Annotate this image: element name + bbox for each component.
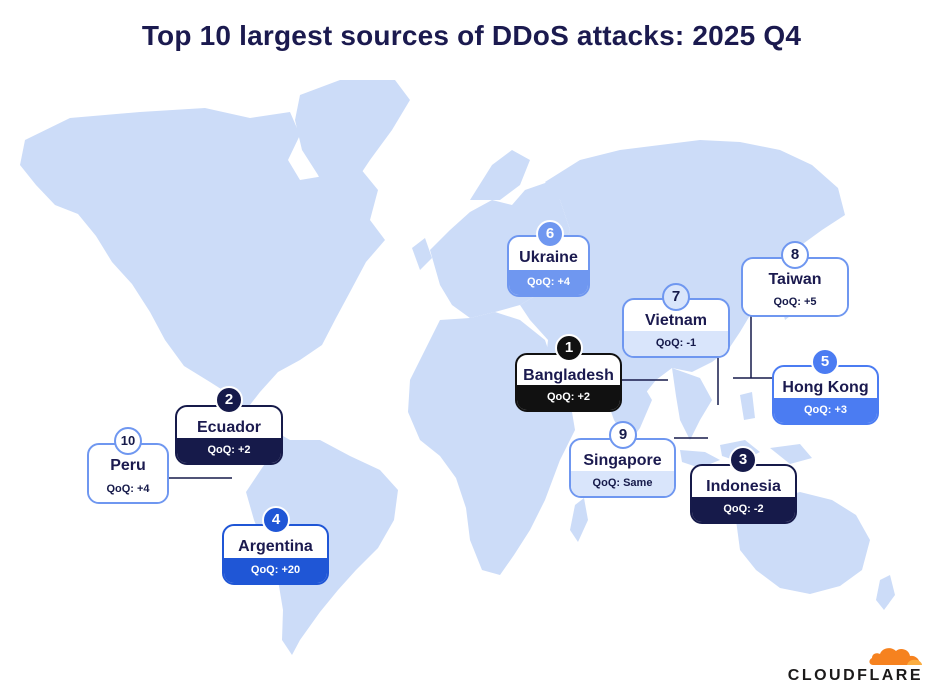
- rank-badge: 1: [555, 334, 583, 362]
- continents: [20, 80, 895, 655]
- qoq-value: QoQ: +20: [224, 558, 327, 583]
- rank-badge: 8: [781, 241, 809, 269]
- north-america: [20, 108, 385, 410]
- greenland: [295, 80, 410, 200]
- rank-badge: 4: [262, 506, 290, 534]
- arctic-islands: [170, 125, 290, 178]
- country-name: Vietnam: [645, 312, 707, 329]
- rank-badge: 7: [662, 283, 690, 311]
- cloud-icon: [869, 648, 922, 665]
- country-name: Peru: [110, 457, 146, 474]
- qoq-value: QoQ: +2: [517, 385, 620, 410]
- country-name: Bangladesh: [523, 367, 614, 384]
- country-name: Indonesia: [706, 478, 781, 495]
- qoq-value: QoQ: Same: [571, 471, 674, 496]
- rank-badge: 5: [811, 348, 839, 376]
- scandinavia: [470, 150, 530, 200]
- card-vietnam: Vietnam QoQ: -1: [622, 298, 730, 358]
- qoq-value: QoQ: +4: [509, 270, 588, 295]
- qoq-value: QoQ: +5: [743, 290, 847, 315]
- rank-badge: 3: [729, 446, 757, 474]
- card-hong-kong: Hong Kong QoQ: +3: [772, 365, 879, 425]
- qoq-value: QoQ: +3: [774, 398, 877, 423]
- british-isles: [412, 238, 432, 270]
- country-name: Hong Kong: [782, 379, 869, 396]
- card-indonesia: Indonesia QoQ: -2: [690, 464, 797, 524]
- qoq-value: QoQ: +2: [177, 438, 281, 463]
- rank-badge: 2: [215, 386, 243, 414]
- qoq-value: QoQ: -2: [692, 497, 795, 522]
- country-name: Taiwan: [768, 271, 822, 288]
- maritime-se-asia: [680, 392, 812, 468]
- country-name: Ecuador: [196, 419, 261, 436]
- qoq-value: QoQ: +4: [89, 477, 167, 502]
- connector-lines: [167, 316, 772, 479]
- new-zealand: [876, 575, 895, 610]
- card-bangladesh: Bangladesh QoQ: +2: [515, 353, 622, 412]
- asia: [520, 140, 845, 400]
- rank-badge: 10: [114, 427, 142, 455]
- madagascar: [570, 498, 588, 542]
- rank-badge: 6: [536, 220, 564, 248]
- cloudflare-logo: CLOUDFLARE: [788, 645, 923, 685]
- brand-wordmark: CLOUDFLARE: [787, 667, 923, 684]
- indochina: [672, 368, 712, 440]
- qoq-value: QoQ: -1: [624, 331, 728, 356]
- country-name: Argentina: [238, 538, 313, 555]
- chart-title: Top 10 largest sources of DDoS attacks: …: [141, 20, 802, 51]
- country-name: Singapore: [583, 452, 662, 469]
- card-ecuador: Ecuador QoQ: +2: [175, 405, 283, 465]
- rank-badge: 9: [609, 421, 637, 449]
- country-name: Ukraine: [519, 249, 578, 266]
